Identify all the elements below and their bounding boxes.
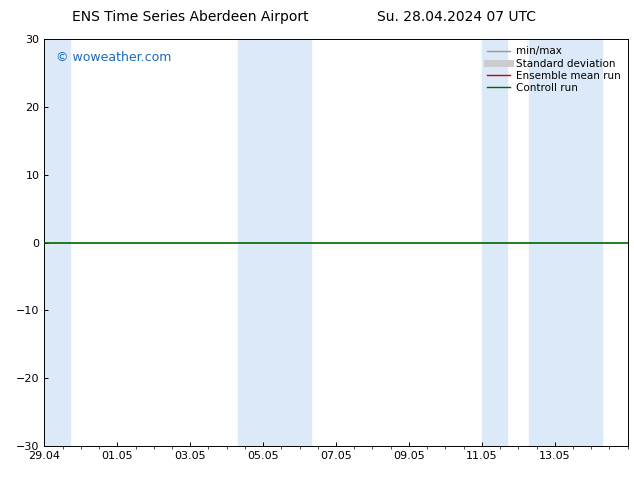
Text: Su. 28.04.2024 07 UTC: Su. 28.04.2024 07 UTC (377, 10, 536, 24)
Bar (238, 39, 311, 446)
Legend: min/max, Standard deviation, Ensemble mean run, Controll run: min/max, Standard deviation, Ensemble me… (486, 45, 623, 95)
Text: ENS Time Series Aberdeen Airport: ENS Time Series Aberdeen Airport (72, 10, 309, 24)
Bar (529, 39, 602, 446)
Bar (44, 39, 70, 446)
Bar (482, 39, 507, 446)
Text: © woweather.com: © woweather.com (56, 51, 171, 64)
